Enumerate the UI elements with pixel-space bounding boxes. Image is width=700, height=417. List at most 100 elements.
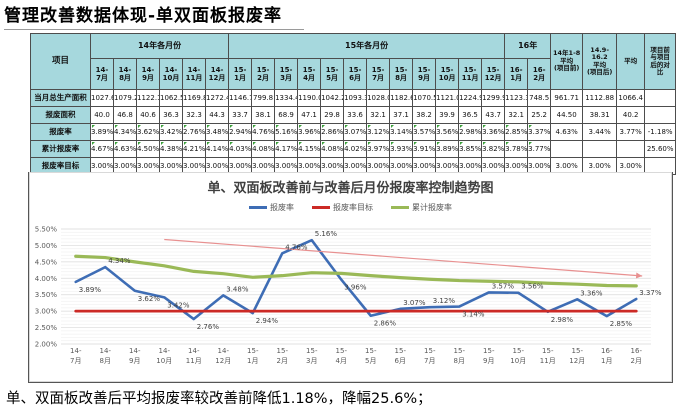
table-cell: 3.97%: [366, 140, 391, 158]
table-cell: 3.00%: [228, 157, 253, 175]
table-cell: 4.14%: [204, 140, 230, 158]
table-cell: 39.9: [435, 106, 460, 124]
table-cell: 1334.4: [274, 89, 299, 107]
month-column-header: 15- 2月: [251, 58, 276, 90]
table-cell: 3.56%: [435, 123, 460, 141]
table-cell: 3.89%: [90, 123, 114, 141]
svg-text:3.89%: 3.89%: [78, 286, 101, 294]
svg-text:3.57%: 3.57%: [491, 282, 514, 290]
table-cell: 4.08%: [251, 140, 276, 158]
year-group-header: 14年各月份: [89, 33, 230, 59]
table-cell: 3.12%: [366, 123, 391, 141]
svg-text:3.07%: 3.07%: [403, 299, 426, 307]
svg-text:14-9月: 14-9月: [129, 347, 141, 365]
month-column-header: 15- 12月: [481, 58, 506, 90]
table-cell: [644, 89, 677, 107]
month-column-header: 14- 9月: [136, 58, 160, 90]
conclusion-text: 单、双面板改善后平均报废率较改善前降低1.18%，降幅25.6%；: [6, 391, 432, 407]
row-label: 报废面积: [30, 106, 91, 124]
svg-text:15-2月: 15-2月: [276, 347, 288, 365]
table-cell: 2.86%: [320, 123, 345, 141]
svg-text:2.76%: 2.76%: [196, 323, 219, 331]
table-cell: 1112.88: [582, 89, 618, 107]
svg-text:3.00%: 3.00%: [34, 308, 57, 316]
average-column-header: 平均: [616, 33, 646, 90]
svg-text:2.00%: 2.00%: [34, 341, 57, 349]
table-cell: 3.07%: [343, 123, 368, 141]
table-cell: 3.62%: [136, 123, 160, 141]
svg-text:2.86%: 2.86%: [373, 320, 396, 328]
table-row: 报废面积 40.0 46.8 40.6 36.3 32.3 44.3 33.7 38.1 68.9…: [30, 106, 677, 124]
year-group-header: 16年: [504, 33, 552, 59]
month-column-header: 15- 1月: [228, 58, 253, 90]
table-cell: 3.00%: [616, 157, 646, 175]
table-corner-header: 项目: [30, 33, 91, 90]
month-column-header: 15- 7月: [366, 58, 391, 90]
chart-legend: 报废率 报废率目标 累计报废率: [29, 202, 672, 213]
legend-label: 报废率: [270, 203, 294, 212]
table-cell: 4.08%: [320, 140, 345, 158]
row-label: 报废率目标: [30, 157, 91, 175]
table-row: 报废率目标 3.00% 3.00% 3.00% 3.00% 3.00% 3.00% 3.00%…: [30, 157, 677, 175]
table-cell: 3.00%: [412, 157, 437, 175]
table-cell: 40.2: [616, 106, 646, 124]
legend-item: 报废率: [249, 202, 294, 213]
data-table-wrap: 项目 14年各月份 15年各月份 16年 14年1-8 平均 (项目前) 14.9-16.…: [30, 33, 677, 175]
month-column-header: 15- 3月: [274, 58, 299, 90]
table-cell: 43.7: [481, 106, 506, 124]
table-cell: 961.71: [550, 89, 584, 107]
svg-text:3.14%: 3.14%: [462, 311, 485, 319]
svg-text:3.62%: 3.62%: [137, 295, 160, 303]
legend-swatch: [312, 206, 330, 209]
table-cell: 1122.1: [136, 89, 160, 107]
table-cell: 1224.9: [458, 89, 483, 107]
table-cell: 4.17%: [274, 140, 299, 158]
table-cell: 4.50%: [136, 140, 160, 158]
table-cell: 3.93%: [389, 140, 414, 158]
month-column-header: 15- 6月: [343, 58, 368, 90]
svg-text:15-5月: 15-5月: [365, 347, 377, 365]
table-cell: 799.8: [251, 89, 276, 107]
month-column-header: 15- 10月: [435, 58, 460, 90]
month-column-header: 14- 11月: [182, 58, 206, 90]
table-cell: 3.00%: [182, 157, 206, 175]
table-cell: 33.6: [343, 106, 368, 124]
table-cell: 1093.3: [343, 89, 368, 107]
legend-swatch: [391, 206, 409, 209]
legend-item: 报废率目标: [312, 202, 373, 213]
table-cell: 1066.4: [616, 89, 646, 107]
table-cell: 5.16%: [274, 123, 299, 141]
svg-text:16-2月: 16-2月: [630, 347, 642, 365]
svg-text:4.00%: 4.00%: [34, 275, 57, 283]
table-cell: 4.63%: [113, 140, 137, 158]
table-cell: 1190.0: [297, 89, 322, 107]
table-cell: 3.00%: [504, 157, 529, 175]
svg-text:3.12%: 3.12%: [432, 297, 455, 305]
table-cell: 1123.3: [504, 89, 529, 107]
average-column-header: 项目前 与项目 后的对 比: [644, 33, 677, 90]
svg-text:14-8月: 14-8月: [99, 347, 111, 365]
legend-swatch: [249, 206, 267, 209]
table-cell: 1027.6: [90, 89, 114, 107]
table-cell: 4.02%: [343, 140, 368, 158]
month-column-header: 14- 8月: [113, 58, 137, 90]
table-cell: 3.00%: [481, 157, 506, 175]
svg-text:5.00%: 5.00%: [34, 242, 57, 250]
table-cell: 3.78%: [504, 140, 529, 158]
svg-text:2.85%: 2.85%: [609, 320, 632, 328]
table-cell: 2.76%: [182, 123, 206, 141]
table-cell: 40.0: [90, 106, 114, 124]
legend-label: 报废率目标: [333, 203, 373, 212]
table-cell: 1028.0: [366, 89, 391, 107]
table-row: 累计报废率 4.67% 4.63% 4.50% 4.38% 4.21% 4.14% 4.03%…: [30, 140, 677, 158]
table-cell: 4.21%: [182, 140, 206, 158]
month-column-header: 16- 2月: [527, 58, 552, 90]
month-column-header: 15- 4月: [297, 58, 322, 90]
table-cell: 1070.5: [412, 89, 437, 107]
table-cell: 3.91%: [412, 140, 437, 158]
month-column-header: 14- 12月: [204, 58, 230, 90]
svg-text:14-12月: 14-12月: [215, 347, 231, 365]
row-label: 报废率: [30, 123, 91, 141]
month-column-header: 16- 1月: [504, 58, 529, 90]
table-cell: 4.38%: [159, 140, 183, 158]
